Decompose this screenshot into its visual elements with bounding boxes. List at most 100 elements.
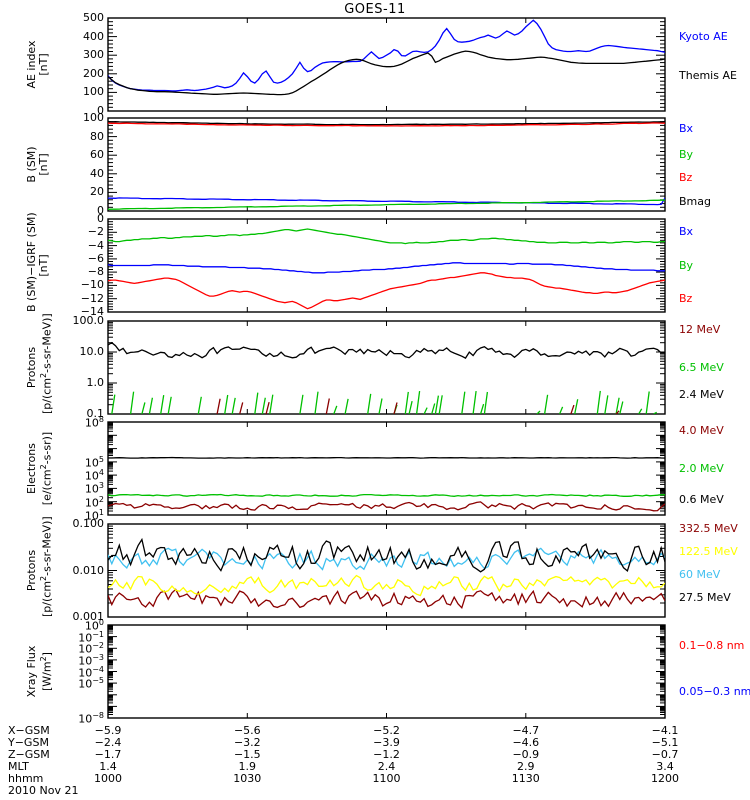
data-series bbox=[108, 19, 665, 96]
footer-value: 1000 bbox=[94, 772, 122, 785]
plot-frame bbox=[107, 320, 666, 415]
legend-protons-high-0: 332.5 MeV bbox=[679, 521, 738, 535]
y-tick-label: 104 bbox=[84, 468, 104, 483]
data-series bbox=[108, 537, 665, 610]
y-axis-label-protons-high: Protons [p/(cm2-s-sr-MeV)] bbox=[25, 516, 54, 617]
legend-xray-flux-1: 0.05−0.3 nm bbox=[679, 685, 750, 698]
tick-marks bbox=[107, 421, 666, 516]
footer-value: −1.7 bbox=[94, 748, 122, 761]
y-tick-label: 10−3 bbox=[78, 652, 104, 668]
footer-value: −0.7 bbox=[651, 748, 679, 761]
legend-protons-low-0: 12 MeV bbox=[679, 323, 721, 337]
plot-frame bbox=[107, 218, 666, 313]
plot-frame bbox=[107, 117, 666, 212]
footer-value: −5.2 bbox=[373, 724, 400, 737]
y-tick-label: 10−4 bbox=[78, 664, 104, 680]
date-label: 2010 Nov 21 bbox=[8, 784, 79, 797]
legend-b-sm-igrf-1: By bbox=[679, 258, 694, 272]
y-tick-label: −4 bbox=[87, 238, 104, 252]
footer-value: −3.2 bbox=[233, 736, 261, 749]
footer-value: 2.4 bbox=[377, 760, 396, 773]
y-tick-label: 10−5 bbox=[78, 676, 104, 691]
legend-ae-index-1: Themis AE bbox=[679, 68, 737, 82]
footer-value: −4.6 bbox=[512, 736, 540, 749]
legend-b-sm-1: By bbox=[679, 148, 694, 162]
y-tick-label: 300 bbox=[83, 48, 104, 62]
plot-frame bbox=[107, 17, 666, 112]
y-tick-label: 10−8 bbox=[78, 711, 104, 726]
y-tick-label: −6 bbox=[87, 251, 104, 265]
y-tick-label: 10.0 bbox=[79, 345, 105, 358]
y-tick-label: 102 bbox=[84, 494, 104, 510]
footer-label-x-gsm: X−GSM bbox=[8, 724, 50, 737]
data-series bbox=[108, 121, 665, 210]
footer-value: 1100 bbox=[372, 772, 401, 785]
y-tick-label: 100.0 bbox=[72, 314, 105, 327]
footer-value: −0.9 bbox=[512, 748, 540, 761]
y-axis-label-electrons: Electrons [e/(cm2-s-sr)] bbox=[25, 431, 54, 506]
footer-value: −5.1 bbox=[651, 736, 679, 749]
footer-value: −3.9 bbox=[373, 736, 400, 749]
footer-value: −5.9 bbox=[94, 724, 122, 737]
y-tick-label: 0 bbox=[97, 204, 104, 217]
legend-protons-low-1: 6.5 MeV bbox=[679, 360, 724, 374]
y-tick-label: 105 bbox=[84, 454, 104, 470]
legend-protons-high-1: 122.5 MeV bbox=[679, 544, 738, 558]
footer-value: −2.4 bbox=[94, 736, 122, 749]
footer-value: 1030 bbox=[233, 772, 262, 785]
y-axis-label-b-sm-igrf: B (SM)−IGRF (SM) [nT] bbox=[25, 212, 50, 312]
page-title: GOES-11 bbox=[344, 2, 406, 17]
legend-b-sm-3: Bmag bbox=[679, 194, 711, 208]
y-tick-label: −8 bbox=[87, 265, 104, 279]
y-tick-label: 101 bbox=[84, 508, 104, 523]
plot-frame bbox=[107, 624, 666, 719]
y-tick-label: 200 bbox=[83, 66, 104, 80]
tick-marks bbox=[107, 523, 666, 618]
y-tick-label: 103 bbox=[84, 481, 104, 497]
footer-value: −4.1 bbox=[651, 724, 679, 737]
tick-marks bbox=[107, 117, 666, 212]
y-tick-label: 80 bbox=[90, 129, 104, 143]
y-tick-label: 0 bbox=[97, 104, 104, 117]
y-tick-label: −12 bbox=[80, 291, 104, 305]
y-tick-label: 40 bbox=[90, 166, 104, 180]
footer-value: 1.4 bbox=[99, 760, 117, 773]
footer-value: 1130 bbox=[511, 772, 540, 785]
footer-value: 1200 bbox=[651, 772, 679, 785]
footer-value: 3.4 bbox=[656, 760, 674, 773]
y-tick-label: 100 bbox=[83, 85, 104, 99]
footer-value: 2.9 bbox=[517, 760, 535, 773]
legend-b-sm-igrf-0: Bx bbox=[679, 225, 694, 238]
legend-b-sm-igrf-2: Bz bbox=[679, 292, 693, 305]
y-tick-label: 100 bbox=[83, 111, 104, 124]
legend-electrons-1: 2.0 MeV bbox=[679, 461, 724, 475]
y-axis-label-xray-flux: Xray Flux [W/m2] bbox=[25, 645, 54, 698]
y-tick-label: 100 bbox=[84, 618, 104, 633]
y-tick-label: 0.010 bbox=[72, 563, 105, 577]
legend-electrons-0: 4.0 MeV bbox=[679, 424, 724, 438]
y-tick-label: 60 bbox=[90, 148, 104, 162]
legend-xray-flux-0: 0.1−0.8 nm bbox=[679, 638, 745, 652]
y-tick-label: −14 bbox=[80, 305, 104, 318]
footer-value: −4.7 bbox=[512, 724, 540, 737]
y-tick-label: 400 bbox=[83, 29, 104, 43]
y-tick-label: 108 bbox=[84, 415, 104, 430]
y-tick-label: −2 bbox=[87, 225, 104, 239]
y-tick-label: 10−2 bbox=[78, 641, 104, 656]
y-tick-label: 500 bbox=[83, 11, 104, 24]
footer-label-z-gsm: Z−GSM bbox=[8, 748, 50, 761]
legend-ae-index-0: Kyoto AE bbox=[679, 29, 728, 43]
footer-value: −1.2 bbox=[373, 748, 400, 761]
data-series bbox=[108, 228, 665, 310]
tick-marks bbox=[107, 320, 666, 415]
legend-protons-high-3: 27.5 MeV bbox=[679, 591, 731, 605]
y-tick-label: 1.0 bbox=[86, 376, 105, 389]
plot-frame bbox=[107, 421, 666, 516]
legend-electrons-2: 0.6 MeV bbox=[679, 493, 724, 507]
y-axis-label-ae-index: AE index [nT] bbox=[25, 40, 50, 89]
tick-marks bbox=[107, 624, 666, 719]
y-tick-label: 20 bbox=[90, 185, 104, 199]
data-series bbox=[108, 456, 665, 512]
y-tick-label: −10 bbox=[80, 278, 104, 292]
